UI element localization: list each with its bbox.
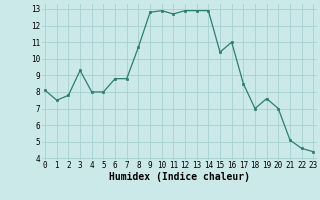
X-axis label: Humidex (Indice chaleur): Humidex (Indice chaleur) (109, 172, 250, 182)
